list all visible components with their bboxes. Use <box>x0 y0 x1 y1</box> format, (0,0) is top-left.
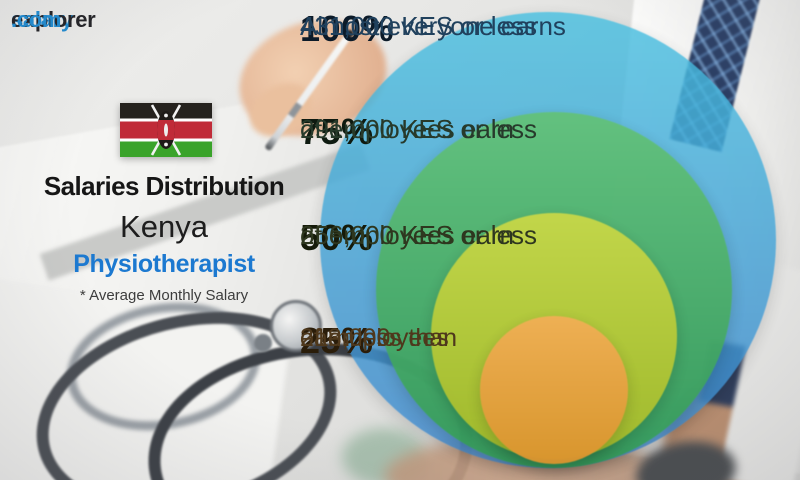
percentile-value: 25% <box>300 320 374 361</box>
tier-text-line: 256,000 KES or less <box>300 220 538 250</box>
average-salary-note: * Average Monthly Salary <box>79 287 249 304</box>
page-title: Salaries Distribution <box>43 171 285 201</box>
tier-text-line: 431,000 KES or less <box>300 11 538 41</box>
tier-text-line: of employees <box>300 324 449 352</box>
tier-text-line: Almost everyone earns <box>300 11 566 41</box>
logo-dotcom: .com <box>11 7 62 32</box>
tier-text-line: 291,000 KES or less <box>300 114 538 144</box>
circle-25-percentile <box>480 316 628 464</box>
tier-text-line: of employees earn <box>300 114 514 144</box>
kenya-flag <box>120 103 212 157</box>
percentile-value: 75% <box>300 111 374 152</box>
tier-text-line: earn less than <box>300 324 458 352</box>
percentile-value: 50% <box>300 217 374 258</box>
logo-explorer: explorer <box>11 7 96 32</box>
percentile-value: 100% <box>300 8 395 49</box>
stethoscope-chestpiece <box>270 300 322 352</box>
country-label: Kenya <box>120 209 208 244</box>
tier-text-line: of employees earn <box>300 220 514 250</box>
job-title: Physiotherapist <box>73 250 255 278</box>
tier-text-line: 213,000 <box>300 324 391 352</box>
maasai-shield-emblem <box>150 104 182 156</box>
stethoscope-connector <box>254 334 272 352</box>
logo-salary: salary <box>11 7 73 32</box>
